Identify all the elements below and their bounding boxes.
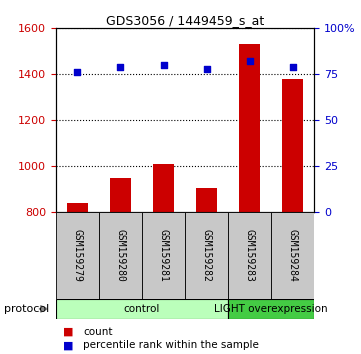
Bar [153, 164, 174, 212]
Bar [99, 212, 142, 299]
Text: GSM159284: GSM159284 [288, 229, 297, 282]
Point [161, 62, 166, 68]
Text: percentile rank within the sample: percentile rank within the sample [83, 340, 259, 350]
Bar [110, 178, 131, 212]
Text: ■: ■ [63, 340, 74, 350]
Point [247, 59, 252, 64]
Bar [228, 212, 271, 299]
Title: GDS3056 / 1449459_s_at: GDS3056 / 1449459_s_at [106, 14, 264, 27]
Bar [56, 299, 228, 319]
Text: LIGHT overexpression: LIGHT overexpression [214, 304, 328, 314]
Bar [185, 212, 228, 299]
Bar [56, 212, 99, 299]
Text: ■: ■ [63, 327, 74, 337]
Text: protocol: protocol [4, 304, 49, 314]
Bar [67, 203, 88, 212]
Bar [228, 299, 314, 319]
Text: control: control [124, 304, 160, 314]
Bar [142, 212, 185, 299]
Point [75, 70, 81, 75]
Text: GSM159281: GSM159281 [158, 229, 169, 282]
Point [118, 64, 123, 70]
Point [290, 64, 295, 70]
Bar [196, 188, 217, 212]
Point [204, 66, 209, 72]
Bar [239, 45, 260, 212]
Bar [282, 79, 303, 212]
Text: GSM159282: GSM159282 [201, 229, 212, 282]
Bar [271, 212, 314, 299]
Text: GSM159280: GSM159280 [116, 229, 126, 282]
Text: GSM159283: GSM159283 [244, 229, 255, 282]
Text: GSM159279: GSM159279 [73, 229, 82, 282]
Text: count: count [83, 327, 113, 337]
